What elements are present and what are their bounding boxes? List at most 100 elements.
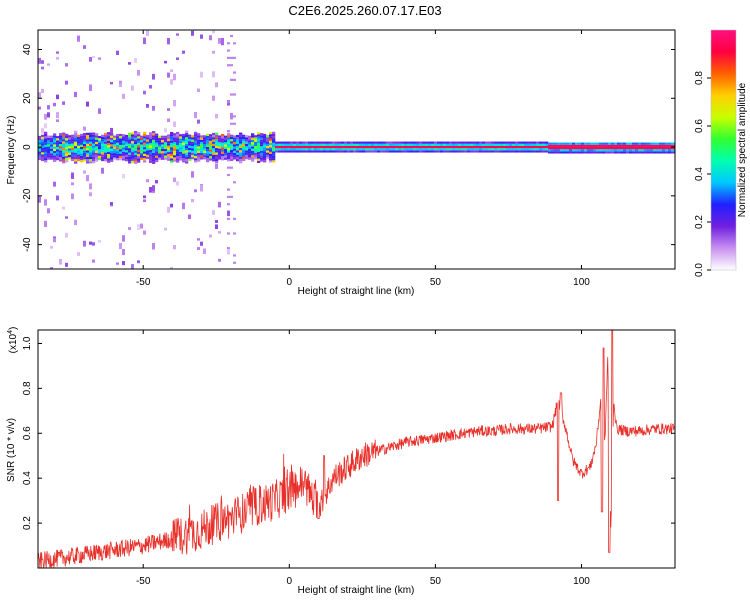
heatmap-cell (290, 148, 294, 151)
snr-x-tick-label: 0 (287, 576, 293, 587)
heatmap-cell (599, 144, 603, 147)
heatmap-cell (206, 146, 210, 150)
heatmap-cell (320, 148, 324, 151)
heatmap-cell (257, 147, 261, 150)
heatmap-cell (251, 142, 255, 145)
heatmap-cell (263, 136, 267, 139)
heatmap-cell (221, 149, 225, 152)
heatmap-cell (41, 134, 45, 137)
heatmap-speckle (227, 173, 230, 177)
heatmap-cell (65, 133, 69, 137)
heatmap-cell (317, 143, 321, 146)
heatmap-cell (149, 145, 153, 148)
heatmap-cell (161, 135, 165, 138)
heatmap-cell (296, 148, 300, 151)
heatmap-cell (134, 161, 138, 164)
heatmap-cell (383, 148, 387, 151)
heatmap-cell (263, 160, 267, 163)
heatmap-cell (437, 150, 441, 153)
heatmap-cell (50, 150, 54, 154)
heatmap-cell (671, 142, 675, 145)
heatmap-cell (44, 149, 48, 152)
heatmap-cell (410, 143, 414, 146)
heatmap-cell (179, 151, 183, 154)
heatmap-cell (353, 141, 357, 144)
heatmap-cell (107, 156, 111, 159)
heatmap-cell (530, 148, 534, 151)
heatmap-cell (65, 149, 69, 152)
heatmap-cell (494, 145, 498, 149)
heatmap-cell (158, 144, 162, 147)
heatmap-cell (176, 151, 180, 154)
heatmap-cell (251, 155, 255, 158)
heatmap-speckle (83, 45, 86, 49)
heatmap-cell (386, 143, 390, 146)
heatmap-cell (554, 142, 558, 145)
heatmap-cell (407, 143, 411, 146)
heatmap-cell (155, 148, 159, 152)
heatmap-cell (617, 151, 621, 154)
heatmap-cell (305, 141, 309, 144)
heatmap-cell (443, 145, 447, 149)
heatmap-cell (197, 135, 201, 138)
heatmap-cell (197, 137, 201, 140)
heatmap-cell (425, 143, 429, 146)
heatmap-cell (584, 146, 588, 150)
heatmap-cell (125, 143, 129, 146)
heatmap-cell (602, 146, 606, 150)
heatmap-speckle (71, 193, 74, 200)
heatmap-cell (308, 145, 312, 149)
heatmap-cell (464, 148, 468, 151)
heatmap-cell (116, 142, 120, 145)
heatmap-cell (386, 145, 390, 149)
heatmap-cell (71, 156, 75, 159)
heatmap-speckle (173, 121, 176, 127)
heatmap-speckle (233, 217, 236, 220)
heatmap-cell (668, 144, 672, 147)
heatmap-cell (260, 133, 264, 136)
heatmap-cell (53, 139, 57, 143)
heatmap-cell (254, 146, 258, 149)
heatmap-cell (434, 143, 438, 146)
heatmap-cell (101, 154, 105, 157)
heatmap-cell (224, 155, 228, 158)
heatmap-cell (404, 145, 408, 149)
heatmap-cell (170, 158, 174, 161)
spectrogram-y-tick-label: 20 (22, 92, 33, 104)
heatmap-cell (233, 139, 237, 143)
heatmap-cell (557, 142, 561, 145)
heatmap-speckle (152, 105, 155, 111)
heatmap-cell (614, 144, 618, 147)
heatmap-speckle (233, 78, 236, 81)
heatmap-cell (107, 158, 111, 161)
heatmap-cell (470, 141, 474, 144)
heatmap-cell (119, 136, 123, 139)
heatmap-cell (629, 149, 633, 152)
heatmap-cell (539, 143, 543, 146)
heatmap-cell (212, 143, 216, 147)
heatmap-cell (239, 143, 243, 146)
heatmap-cell (491, 148, 495, 151)
heatmap-cell (293, 148, 297, 151)
heatmap-cell (149, 132, 153, 135)
heatmap-cell (167, 145, 171, 148)
heatmap-cell (53, 146, 57, 149)
snr-y-tick-label: 0.6 (22, 426, 33, 440)
heatmap-cell (233, 137, 237, 140)
heatmap-cell (248, 151, 252, 154)
heatmap-cell (521, 141, 525, 144)
heatmap-cell (86, 137, 90, 140)
heatmap-cell (113, 146, 117, 149)
heatmap-cell (275, 145, 279, 149)
heatmap-speckle (65, 80, 68, 85)
heatmap-cell (473, 148, 477, 151)
heatmap-speckle (41, 66, 44, 70)
heatmap-cell (674, 149, 675, 152)
heatmap-cell (506, 143, 510, 146)
heatmap-speckle (143, 90, 146, 95)
heatmap-cell (506, 145, 510, 149)
heatmap-cell (92, 141, 96, 144)
heatmap-cell (191, 148, 195, 151)
heatmap-cell (107, 147, 111, 150)
heatmap-cell (107, 140, 111, 144)
